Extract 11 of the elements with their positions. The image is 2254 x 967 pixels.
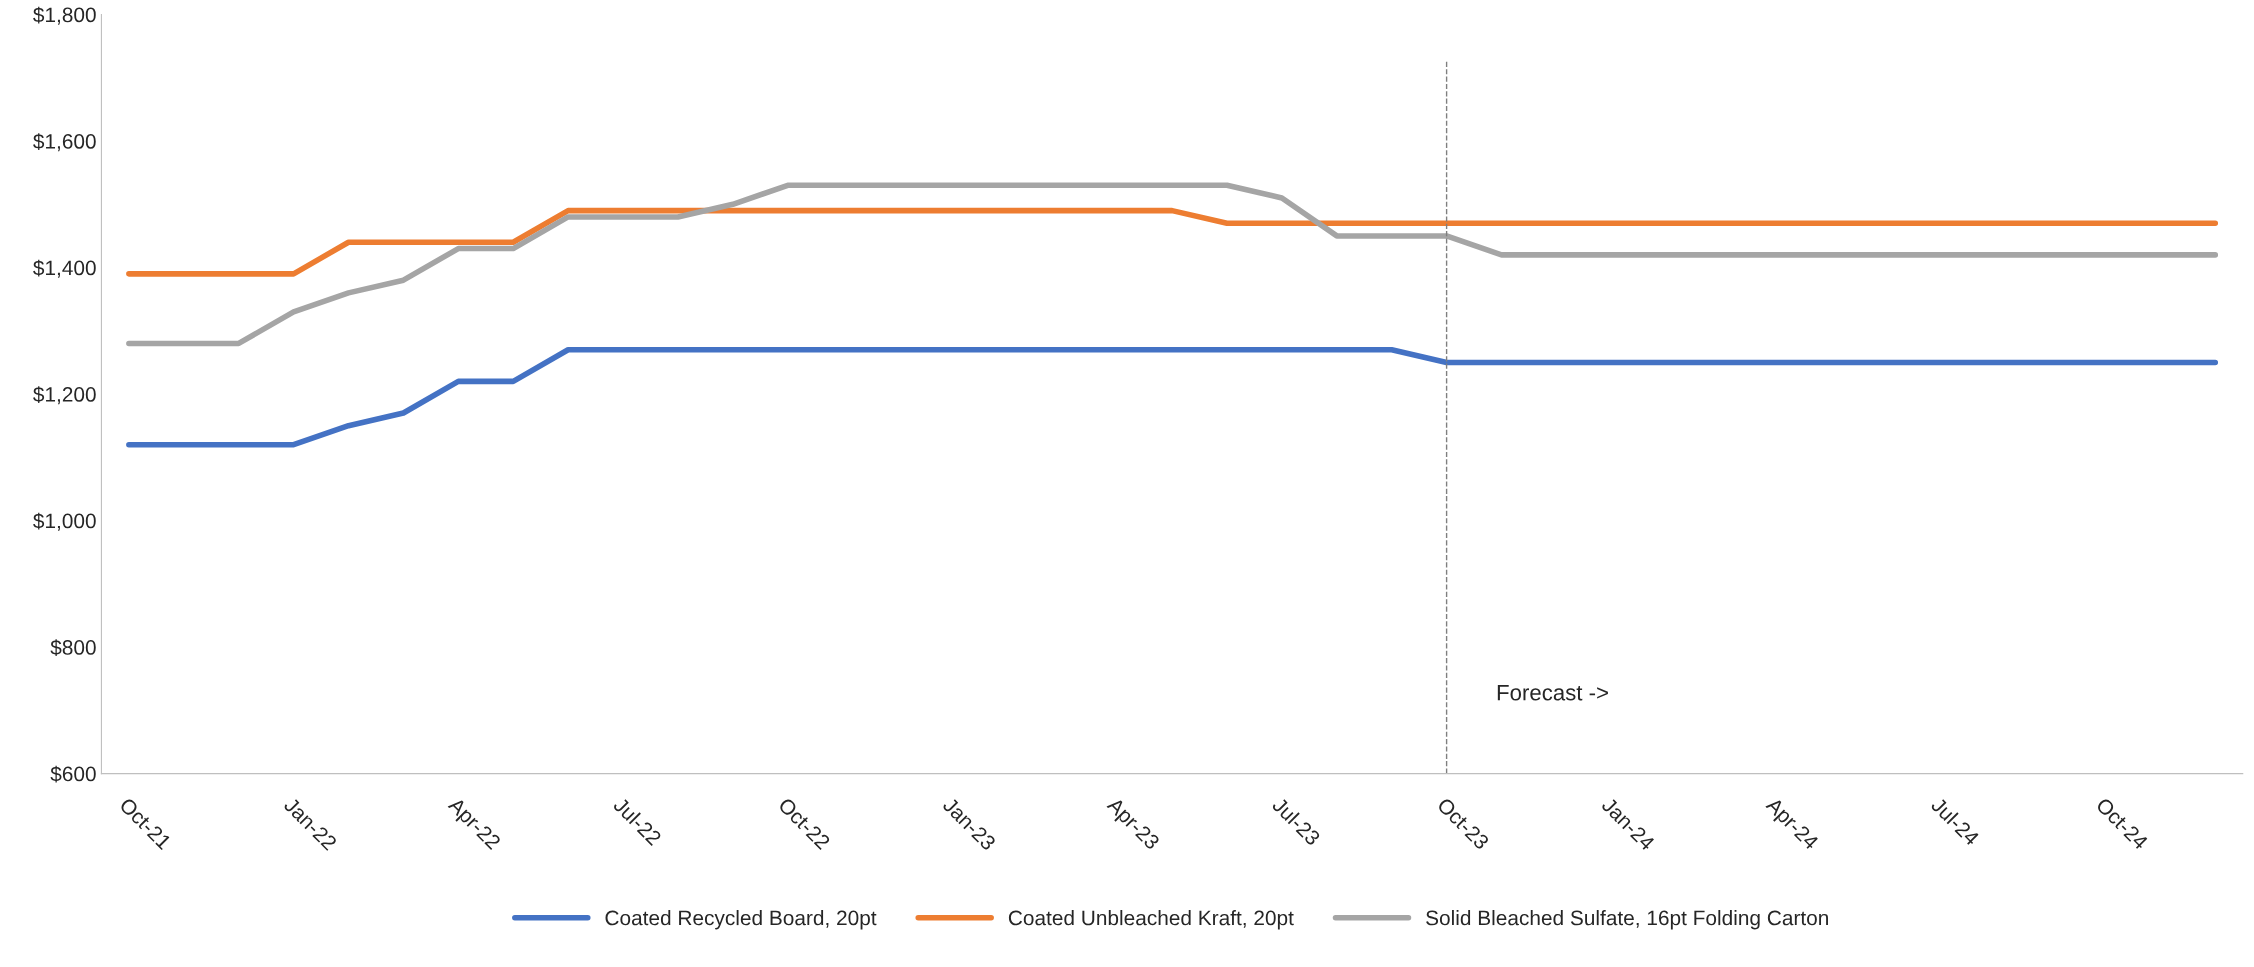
y-tick-label: $1,600	[33, 133, 96, 152]
ref-line-label: Forecast ->	[1497, 684, 1608, 701]
y-tick-label: $1,200	[33, 386, 96, 405]
y-tick-label: $800	[50, 639, 96, 657]
legend-label: Coated Recycled Board, 20pt	[605, 910, 877, 930]
y-tick-label: $1,000	[33, 512, 96, 531]
y-tick-label: $600	[50, 765, 96, 783]
legend-label: Coated Unbleached Kraft, 20pt	[1008, 910, 1294, 930]
legend-label: Solid Bleached Sulfate, 16pt Folding Carton	[1426, 910, 1828, 930]
y-tick-label: $1,800	[33, 6, 96, 25]
y-tick-label: $1,400	[33, 259, 96, 278]
